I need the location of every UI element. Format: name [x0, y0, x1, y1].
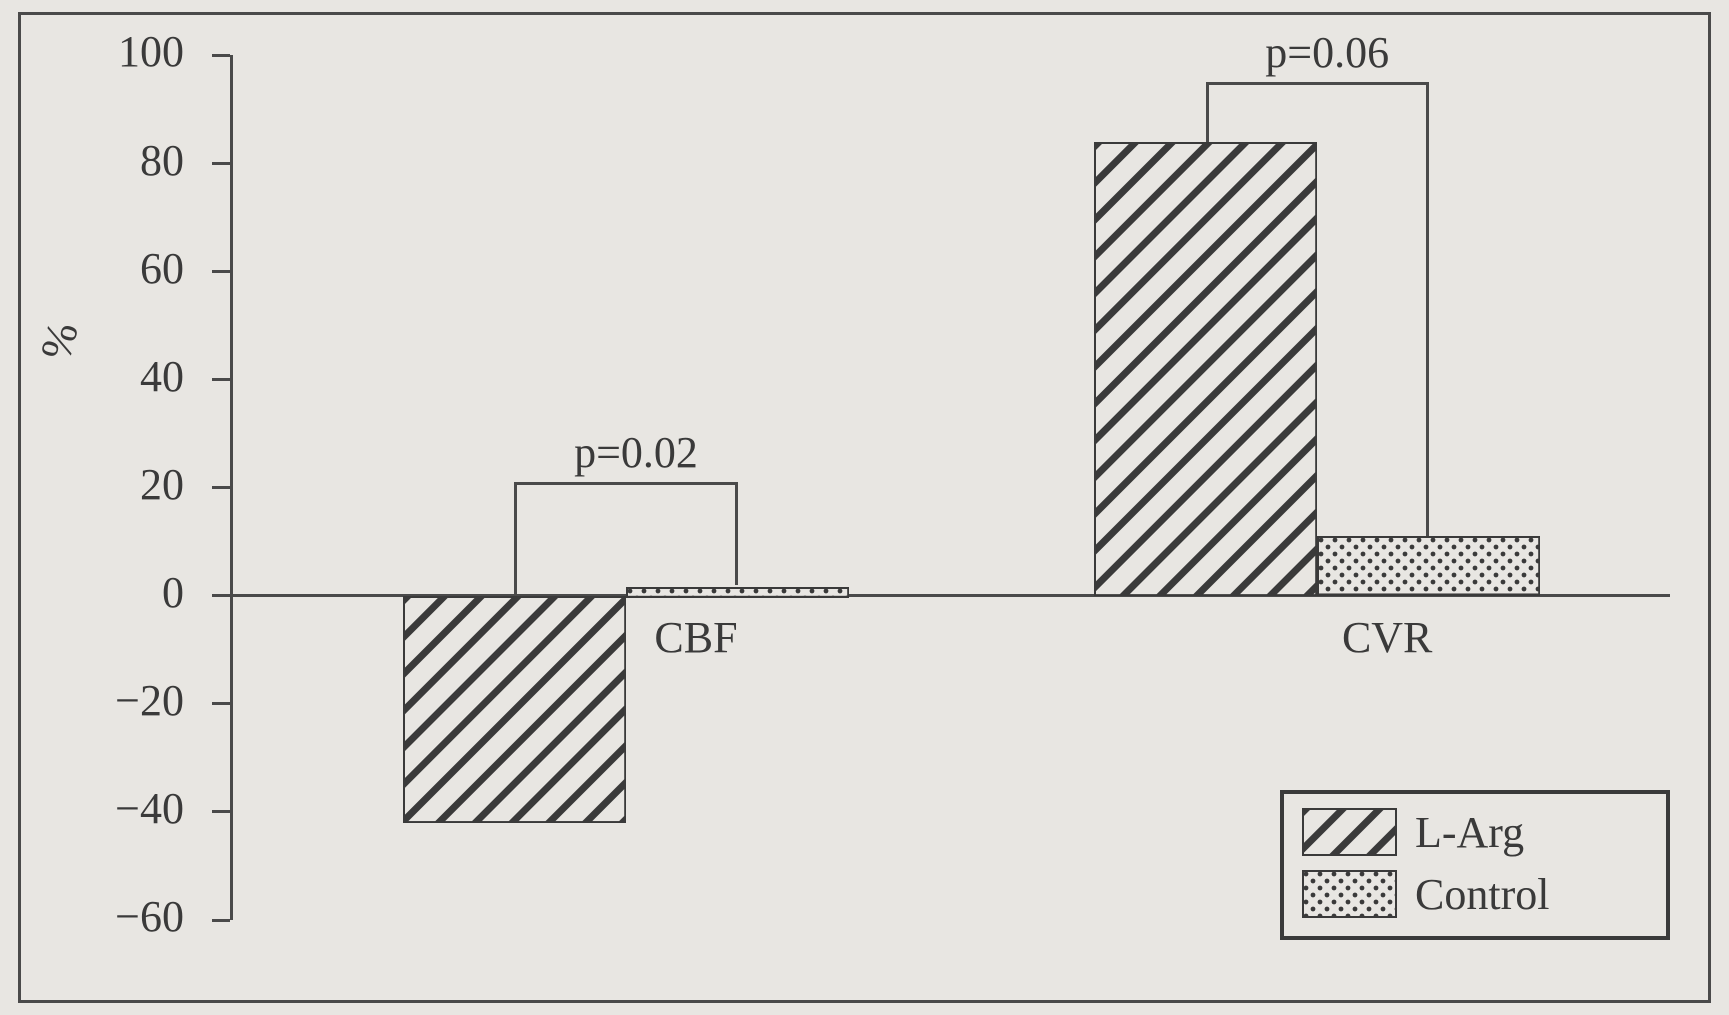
annotation-bracket-top: [514, 482, 737, 485]
category-label: CBF: [596, 612, 796, 663]
y-tick: [212, 162, 230, 165]
y-tick-label: 80: [44, 135, 184, 186]
category-label: CVR: [1287, 612, 1487, 663]
y-tick: [212, 54, 230, 57]
y-tick-label: 100: [44, 26, 184, 77]
y-tick: [212, 919, 230, 922]
legend-item: L-Arg: [1302, 808, 1524, 856]
annotation-bracket-leg: [1206, 82, 1209, 141]
y-axis-line: [230, 55, 233, 920]
legend-item: Control: [1302, 870, 1549, 918]
y-tick: [212, 378, 230, 381]
legend-swatch: [1302, 870, 1397, 918]
y-tick-label: 0: [44, 567, 184, 618]
bar: [1317, 536, 1540, 595]
y-tick: [212, 270, 230, 273]
annotation-text: p=0.06: [1197, 27, 1457, 78]
y-tick-label: −60: [44, 891, 184, 942]
y-tick: [212, 810, 230, 813]
y-tick-label: −20: [44, 675, 184, 726]
y-tick: [212, 486, 230, 489]
annotation-bracket-leg: [514, 482, 517, 596]
annotation-bracket-leg: [735, 482, 738, 585]
annotation-text: p=0.02: [506, 427, 766, 478]
legend-label: Control: [1415, 869, 1549, 920]
legend-swatch: [1302, 808, 1397, 856]
y-tick-label: −40: [44, 783, 184, 834]
bar: [626, 585, 849, 596]
legend-label: L-Arg: [1415, 807, 1524, 858]
y-tick-label: 60: [44, 243, 184, 294]
y-tick: [212, 702, 230, 705]
annotation-bracket-leg: [1426, 82, 1429, 536]
legend: L-Arg Control: [1280, 790, 1670, 940]
bar: [1094, 142, 1317, 596]
bar: [403, 596, 626, 823]
y-tick: [212, 594, 230, 597]
y-tick-label: 20: [44, 459, 184, 510]
annotation-bracket-top: [1206, 82, 1429, 85]
